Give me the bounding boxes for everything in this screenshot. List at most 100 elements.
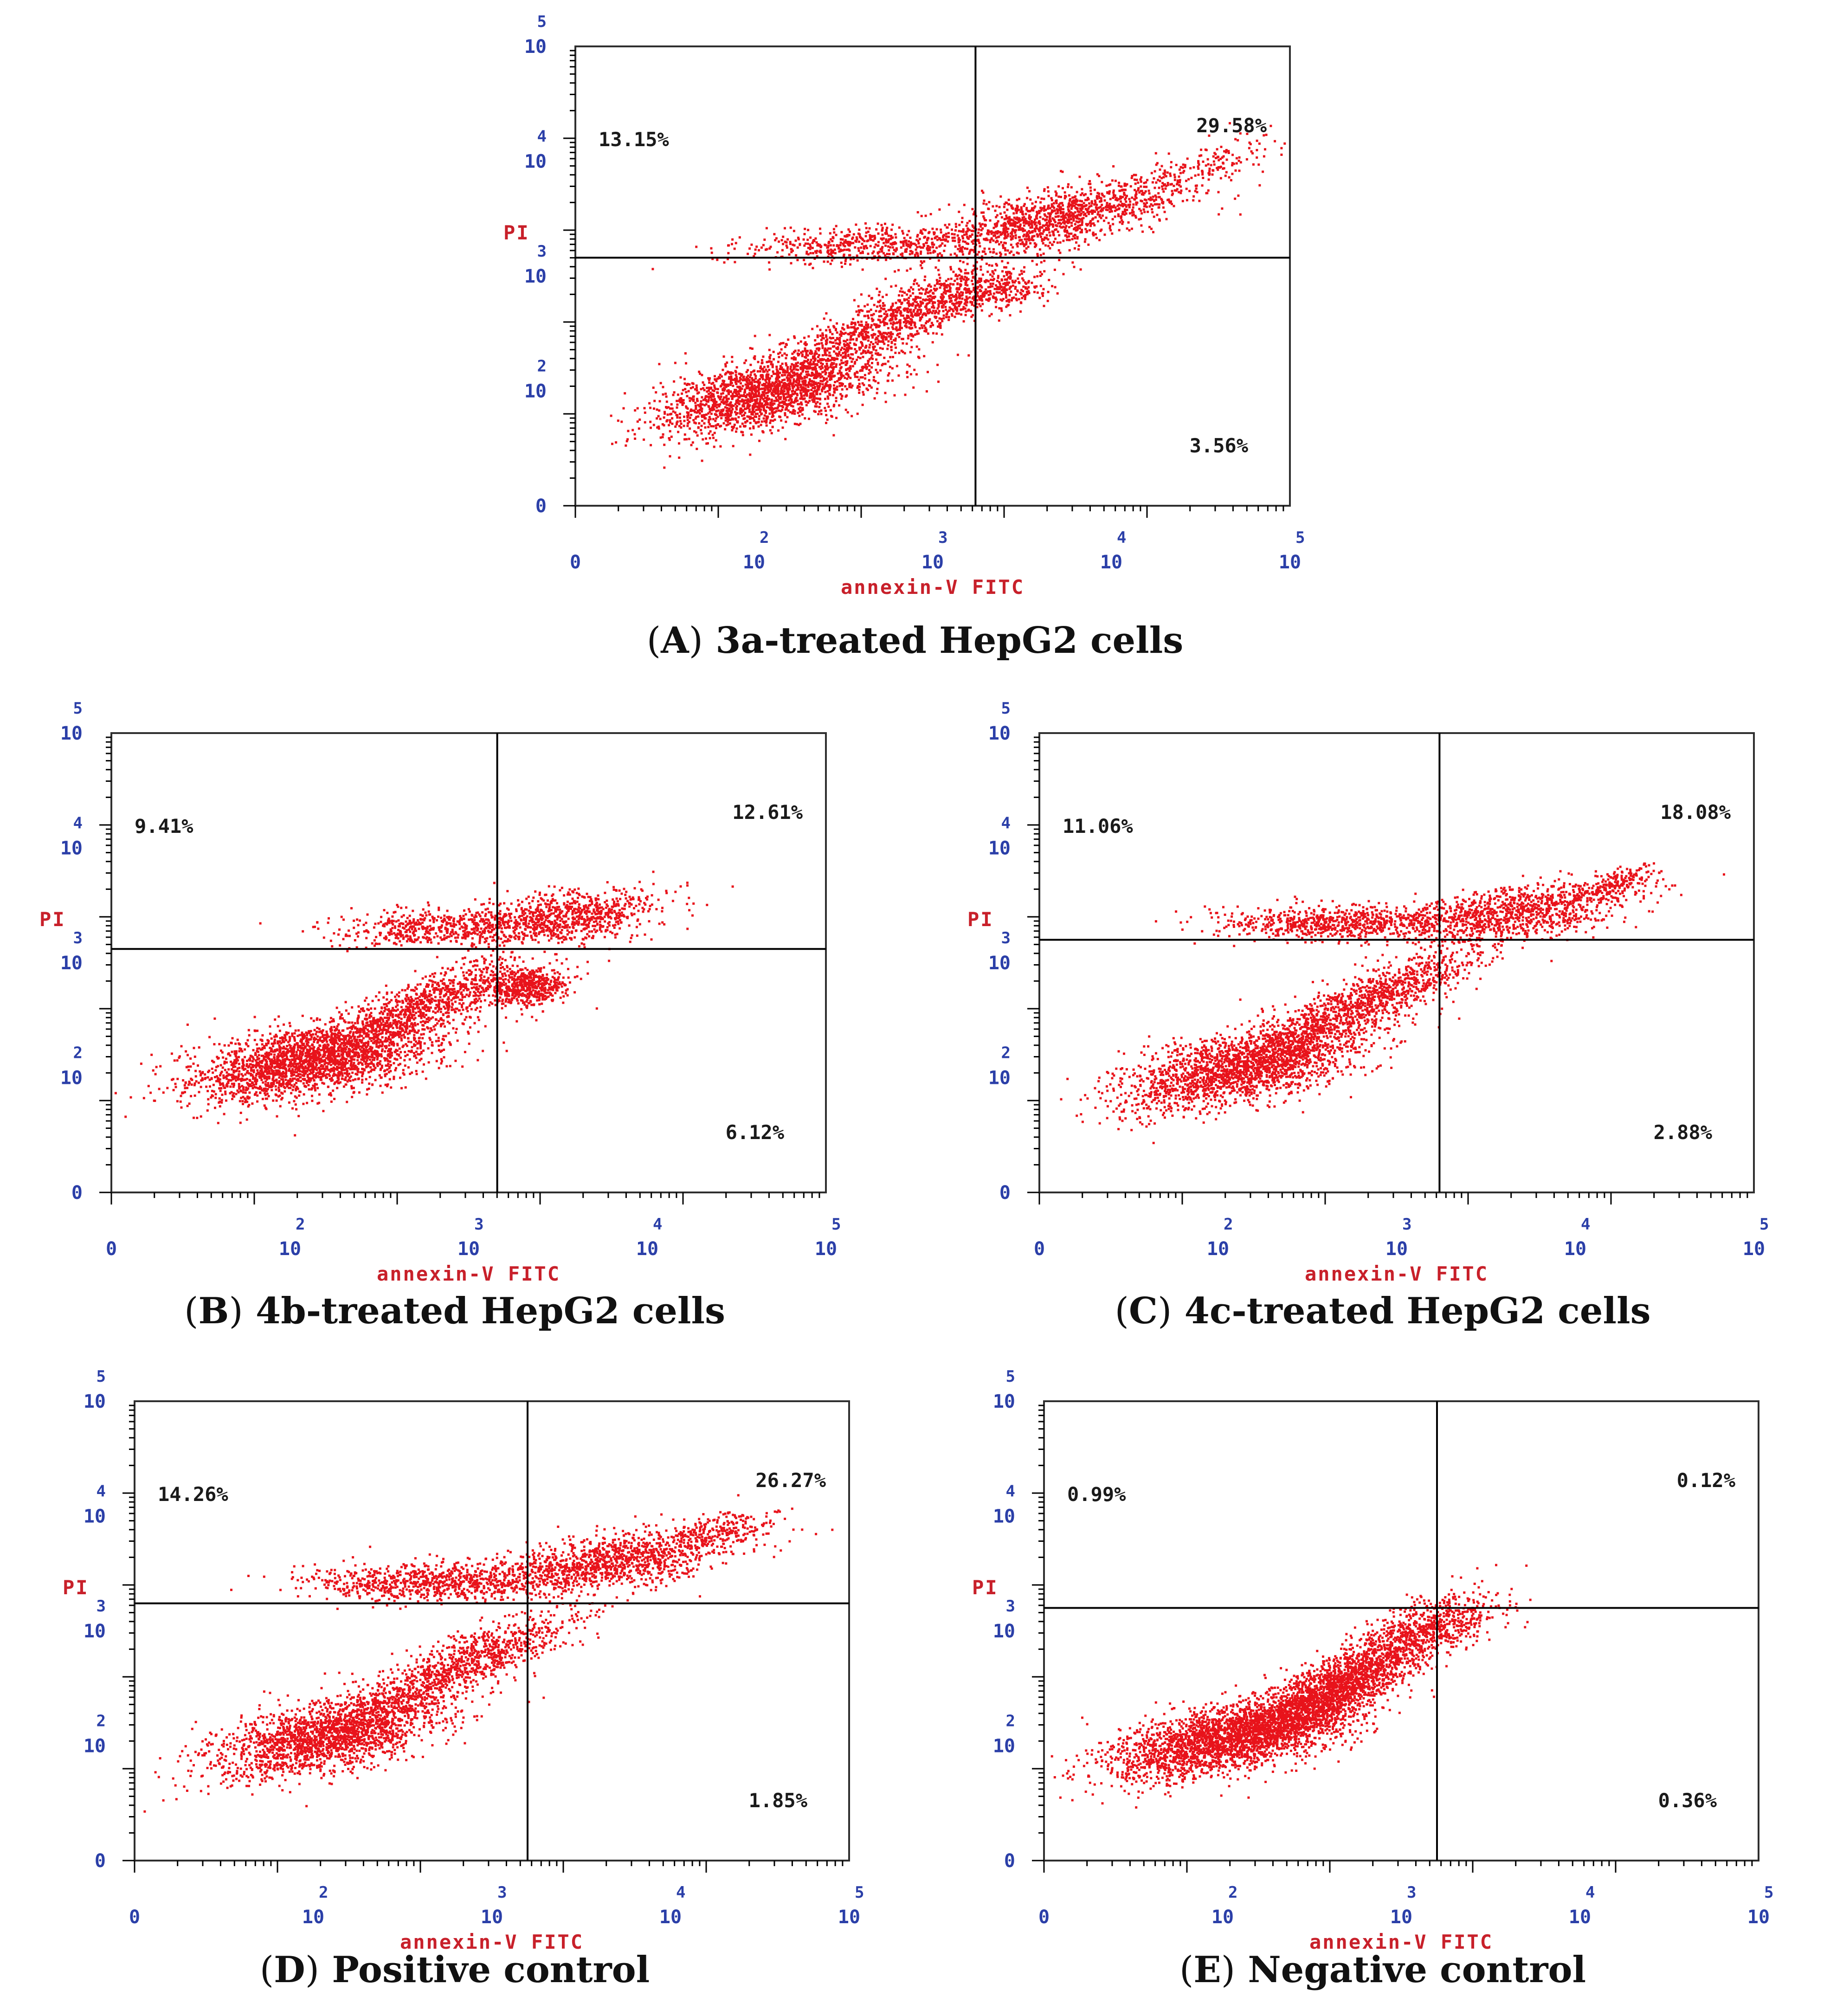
data-point xyxy=(931,296,934,299)
data-point xyxy=(1072,216,1074,219)
data-point xyxy=(853,362,856,365)
data-point xyxy=(991,275,994,278)
data-point xyxy=(716,392,719,394)
data-point xyxy=(1039,201,1042,204)
data-point xyxy=(914,324,916,327)
data-point xyxy=(920,287,923,290)
data-point xyxy=(1002,245,1005,247)
data-point xyxy=(1178,191,1180,193)
data-point xyxy=(769,408,772,411)
data-point xyxy=(810,359,812,361)
data-point xyxy=(769,386,772,389)
data-point xyxy=(1112,193,1115,196)
data-point xyxy=(861,328,863,331)
data-point xyxy=(754,393,757,396)
data-point xyxy=(1049,234,1051,237)
data-point xyxy=(1008,217,1011,220)
data-point xyxy=(685,438,688,441)
data-point xyxy=(786,405,789,407)
data-point xyxy=(749,393,752,396)
data-point xyxy=(721,413,724,415)
data-point xyxy=(813,359,816,362)
data-point xyxy=(770,361,773,363)
data-point xyxy=(935,246,938,249)
data-point xyxy=(737,395,740,398)
data-point xyxy=(980,279,982,282)
data-point xyxy=(1038,210,1041,213)
data-point xyxy=(1024,219,1027,221)
data-point xyxy=(724,417,727,419)
data-point xyxy=(677,393,679,396)
data-point xyxy=(1119,221,1121,224)
data-point xyxy=(1048,215,1051,218)
data-point xyxy=(816,343,818,346)
data-point xyxy=(669,430,671,432)
data-point xyxy=(753,399,756,401)
data-point xyxy=(825,409,827,412)
data-point xyxy=(1083,213,1085,216)
data-point xyxy=(812,373,814,375)
data-point xyxy=(880,340,882,343)
data-point xyxy=(1050,197,1053,200)
data-point xyxy=(1018,298,1020,301)
data-point xyxy=(789,365,792,368)
data-point xyxy=(814,363,817,366)
data-point xyxy=(857,321,860,323)
data-point xyxy=(678,442,680,445)
data-point xyxy=(804,360,807,363)
data-point xyxy=(849,263,851,266)
data-point xyxy=(1018,217,1020,220)
data-point xyxy=(754,374,757,377)
data-point xyxy=(781,408,784,411)
data-point xyxy=(875,368,877,371)
data-point xyxy=(1039,248,1041,251)
data-point xyxy=(772,350,775,353)
data-point xyxy=(1092,232,1095,234)
data-point xyxy=(912,386,915,389)
data-point xyxy=(936,307,939,310)
data-point xyxy=(972,213,975,216)
data-point xyxy=(879,333,882,336)
data-point xyxy=(759,378,761,380)
data-point xyxy=(1158,175,1161,178)
data-point xyxy=(962,231,965,233)
data-point xyxy=(846,360,849,363)
data-point xyxy=(1148,205,1151,208)
data-point xyxy=(793,412,796,415)
data-point xyxy=(714,413,716,416)
data-point xyxy=(1194,190,1197,193)
data-point xyxy=(786,384,789,387)
data-point xyxy=(853,343,856,346)
data-point xyxy=(860,246,863,249)
data-point xyxy=(824,373,827,375)
data-point xyxy=(734,261,736,264)
data-point xyxy=(1027,222,1030,225)
data-point xyxy=(725,394,728,397)
data-point xyxy=(793,244,796,247)
data-point xyxy=(875,309,877,312)
data-point xyxy=(725,396,728,399)
data-point xyxy=(754,412,757,415)
data-point xyxy=(1100,197,1102,200)
data-point xyxy=(901,338,903,341)
data-point xyxy=(891,315,894,318)
data-point xyxy=(793,335,796,338)
data-point xyxy=(863,245,865,248)
data-point xyxy=(725,403,728,406)
data-point xyxy=(851,332,853,335)
data-point xyxy=(752,417,754,419)
data-point xyxy=(773,387,775,390)
data-point xyxy=(720,401,723,403)
data-point xyxy=(805,394,808,397)
data-point xyxy=(900,287,903,290)
data-point xyxy=(918,245,921,248)
data-point xyxy=(943,238,946,241)
data-point xyxy=(979,297,981,300)
data-point xyxy=(638,419,641,421)
data-point xyxy=(703,414,706,417)
data-point xyxy=(1036,263,1038,266)
data-point xyxy=(1153,187,1156,189)
data-point xyxy=(742,418,745,420)
data-point xyxy=(972,225,974,228)
data-point xyxy=(741,409,744,412)
